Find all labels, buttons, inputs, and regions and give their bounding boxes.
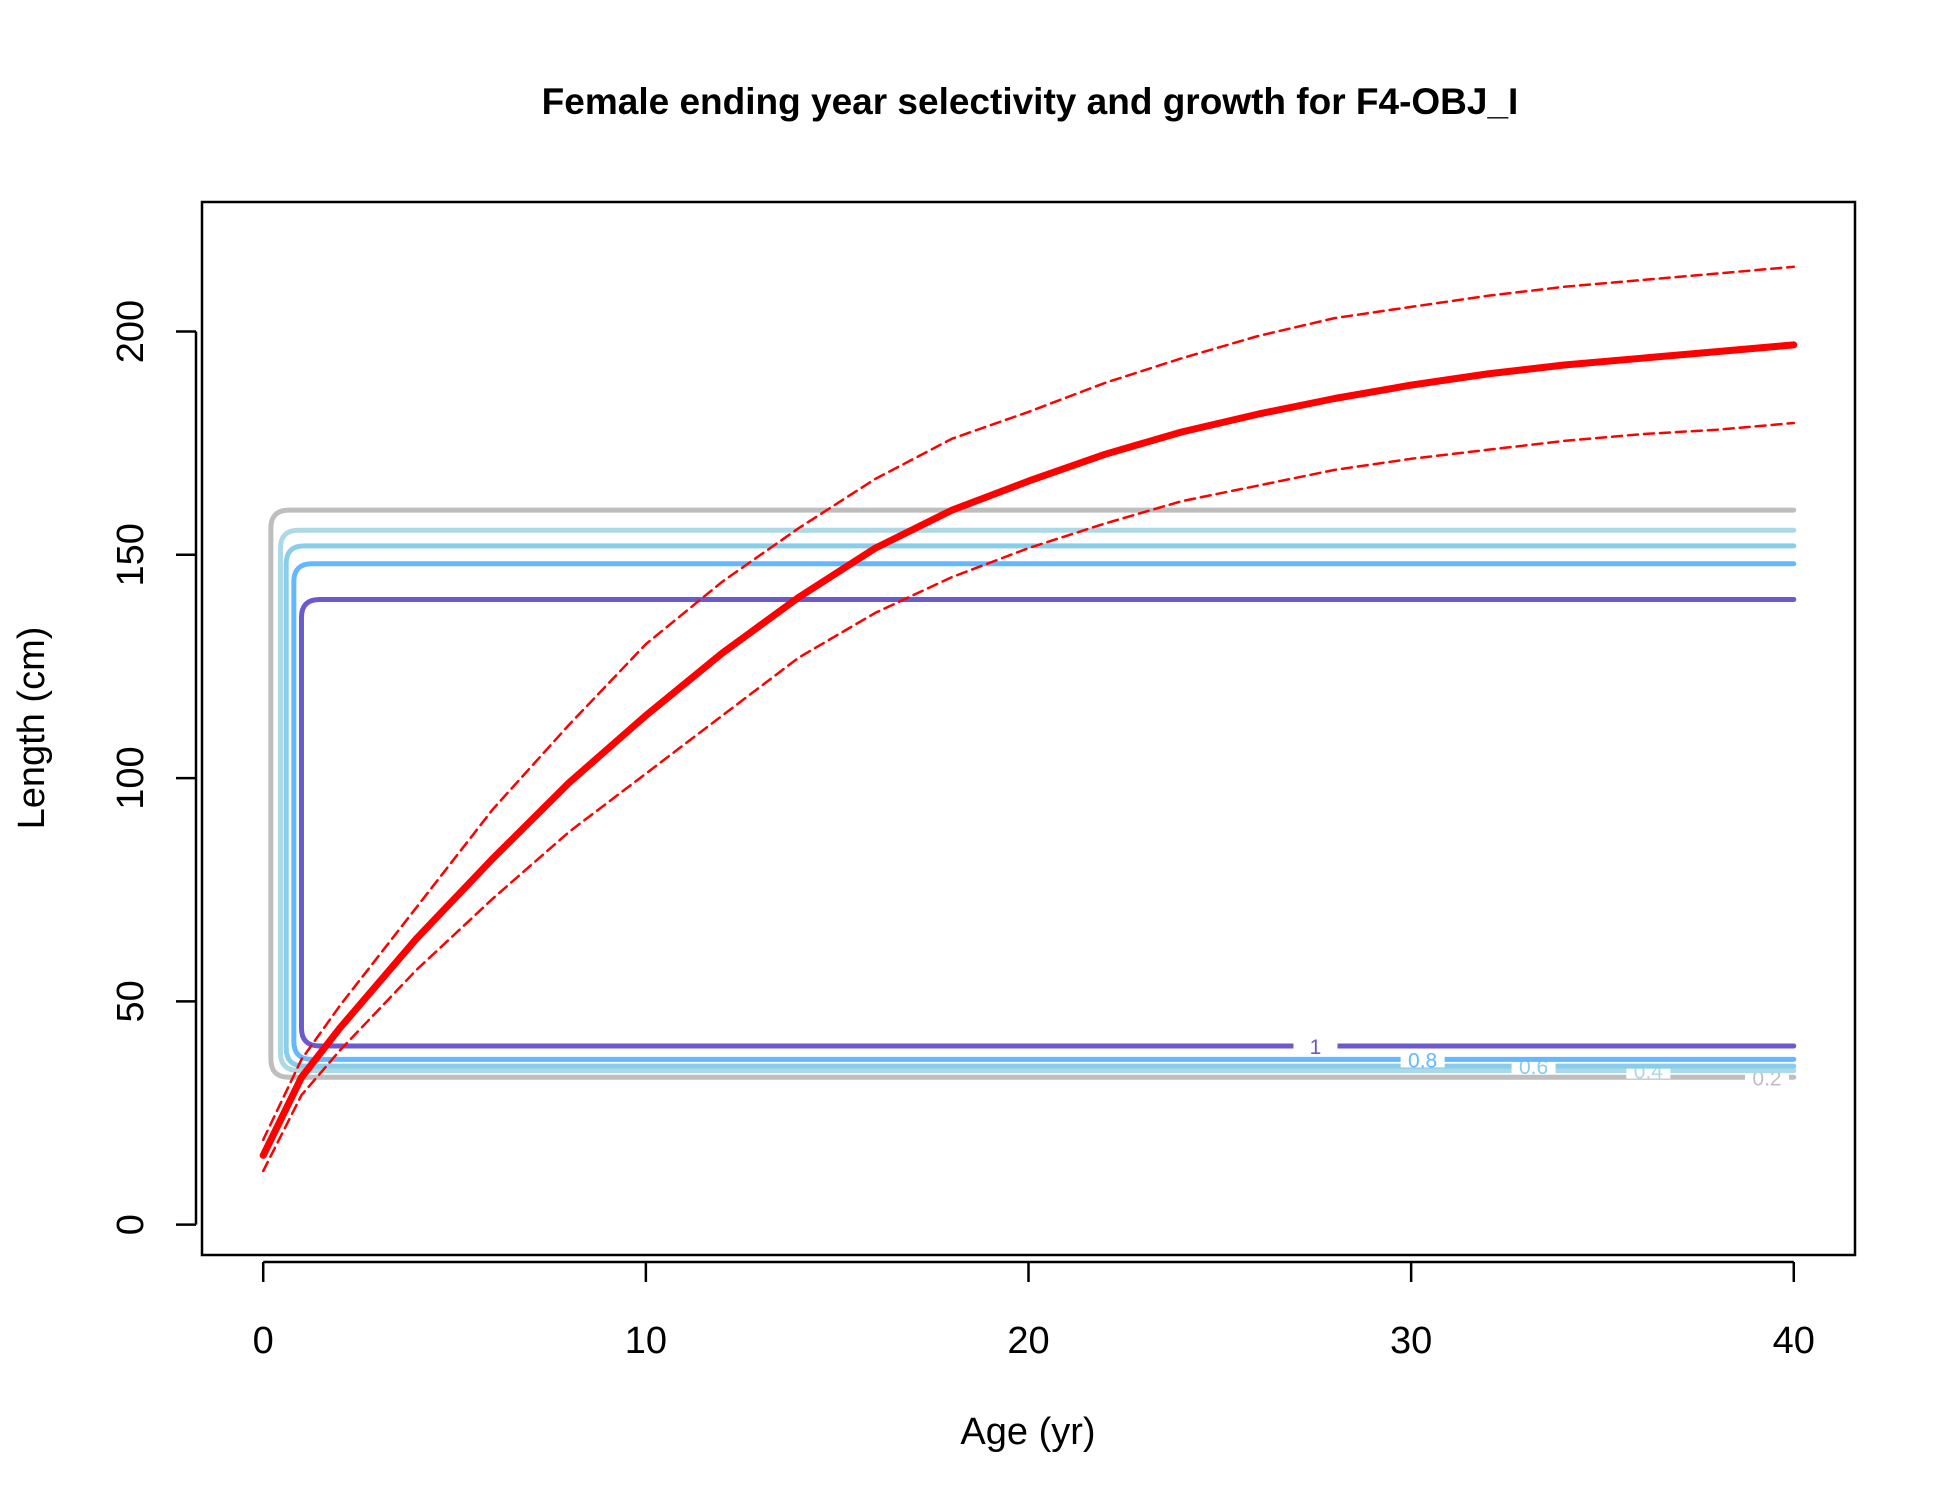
growth-series xyxy=(259,265,1798,1173)
growth-mean-line xyxy=(259,341,1798,1159)
contour-label-0-8: 0.8 xyxy=(1408,1049,1437,1072)
y-tick-label: 50 xyxy=(110,980,152,1022)
x-tick-label: 10 xyxy=(625,1320,667,1362)
y-tick-label: 0 xyxy=(110,1214,152,1235)
contour-line-0-8 xyxy=(291,561,1797,1062)
chart-title: Female ending year selectivity and growt… xyxy=(542,81,1519,122)
contour-line-0-6 xyxy=(283,543,1797,1069)
growth-lower-bound-line xyxy=(261,421,1796,1173)
contour-label-gap xyxy=(1511,1058,1556,1075)
plot-frame xyxy=(200,200,1857,1257)
x-tick-label: 0 xyxy=(253,1320,274,1362)
contour-label-gap xyxy=(1400,1051,1445,1068)
y-tick-label: 100 xyxy=(110,746,152,809)
x-tick-label: 20 xyxy=(1007,1320,1049,1362)
y-tick-label: 150 xyxy=(110,523,152,586)
contour-label-1: 1 xyxy=(1310,1036,1322,1059)
growth-upper-bound-line xyxy=(261,265,1796,1142)
y-tick-label: 200 xyxy=(110,300,152,363)
x-axis-title: Age (yr) xyxy=(960,1411,1095,1453)
x-tick-label: 30 xyxy=(1390,1320,1432,1362)
contour-line-0-2 xyxy=(268,507,1797,1080)
contour-label-gap xyxy=(1293,1038,1338,1055)
x-axis: 0 10 20 30 40 xyxy=(253,1260,1815,1362)
y-axis-title: Length (cm) xyxy=(11,627,53,830)
contour-label-gap xyxy=(1744,1069,1789,1086)
contour-line-0-4 xyxy=(277,527,1797,1074)
y-axis: 0 50 100 150 200 xyxy=(110,300,198,1235)
x-tick-label: 40 xyxy=(1773,1320,1815,1362)
